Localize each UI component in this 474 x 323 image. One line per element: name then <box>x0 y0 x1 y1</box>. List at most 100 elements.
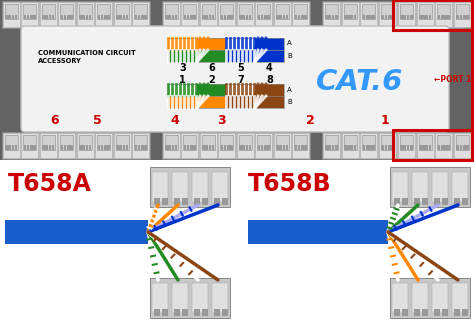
Bar <box>197 84 226 96</box>
Bar <box>292 133 309 158</box>
Text: 5: 5 <box>92 113 101 127</box>
Bar <box>116 15 118 19</box>
FancyBboxPatch shape <box>21 26 449 132</box>
Bar <box>452 283 468 313</box>
Bar <box>30 15 33 19</box>
Bar <box>86 15 88 19</box>
Bar <box>104 145 107 151</box>
Bar <box>363 145 365 151</box>
Bar <box>304 15 307 19</box>
Bar <box>366 145 369 151</box>
Bar <box>322 1 472 28</box>
Bar <box>292 2 309 27</box>
Bar <box>21 2 38 27</box>
Bar <box>42 135 55 150</box>
Bar <box>60 4 73 18</box>
Bar <box>255 50 284 62</box>
Bar <box>295 15 297 19</box>
Bar <box>3 2 19 27</box>
Bar <box>168 50 197 62</box>
Bar <box>436 2 452 27</box>
Bar <box>274 133 291 158</box>
Bar <box>344 15 346 19</box>
Bar <box>350 15 353 19</box>
Bar <box>226 84 255 96</box>
Bar <box>150 278 230 318</box>
Bar <box>162 198 168 205</box>
Bar <box>344 145 346 151</box>
Bar <box>237 2 254 27</box>
Bar <box>267 145 270 151</box>
Text: 3: 3 <box>218 113 226 127</box>
Bar <box>447 145 450 151</box>
Bar <box>67 145 70 151</box>
Bar <box>237 133 254 158</box>
Bar <box>328 145 331 151</box>
Bar <box>257 145 260 151</box>
Bar <box>419 145 421 151</box>
Bar <box>230 145 233 151</box>
Bar <box>211 172 228 202</box>
Bar <box>21 133 38 158</box>
Bar <box>27 15 29 19</box>
Bar <box>276 15 279 19</box>
Text: A: A <box>287 40 292 46</box>
Bar <box>209 15 211 19</box>
Bar <box>58 2 75 27</box>
Bar <box>441 15 444 19</box>
Bar <box>79 135 92 150</box>
Bar <box>61 145 63 151</box>
Bar <box>226 50 255 62</box>
Bar <box>257 15 260 19</box>
Bar <box>165 145 168 151</box>
Bar <box>325 15 328 19</box>
Bar <box>422 15 425 19</box>
Bar <box>150 167 230 207</box>
Bar <box>460 15 462 19</box>
Bar <box>438 135 450 150</box>
Bar <box>193 15 196 19</box>
Bar <box>193 198 200 205</box>
Bar <box>390 278 470 318</box>
Bar <box>79 4 92 18</box>
Bar <box>410 145 412 151</box>
Bar <box>40 2 56 27</box>
Bar <box>183 145 186 151</box>
Bar <box>323 133 340 158</box>
Bar <box>163 133 180 158</box>
Bar <box>249 145 251 151</box>
Bar <box>220 135 233 150</box>
Text: 8: 8 <box>266 75 273 85</box>
Text: T658A: T658A <box>8 172 92 196</box>
Bar <box>417 2 434 27</box>
Bar <box>279 15 282 19</box>
Bar <box>33 145 36 151</box>
Bar <box>187 15 190 19</box>
Bar <box>403 145 406 151</box>
Bar <box>175 15 177 19</box>
Bar <box>283 15 285 19</box>
Bar <box>373 145 375 151</box>
Bar <box>227 15 230 19</box>
Bar <box>152 172 168 202</box>
Bar <box>191 172 209 202</box>
Bar <box>379 2 396 27</box>
Bar <box>30 145 33 151</box>
Bar <box>5 4 18 18</box>
Bar <box>172 172 188 202</box>
Bar <box>249 15 251 19</box>
Bar <box>77 133 93 158</box>
Bar <box>15 145 18 151</box>
Bar <box>350 145 353 151</box>
Bar <box>138 145 140 151</box>
Bar <box>97 4 110 18</box>
Bar <box>42 145 45 151</box>
Bar <box>162 309 168 317</box>
Bar <box>261 145 264 151</box>
Bar <box>144 15 147 19</box>
Text: 2: 2 <box>208 75 215 85</box>
Bar <box>220 15 223 19</box>
Bar <box>168 38 197 50</box>
Bar <box>98 15 100 19</box>
Bar <box>456 135 469 150</box>
